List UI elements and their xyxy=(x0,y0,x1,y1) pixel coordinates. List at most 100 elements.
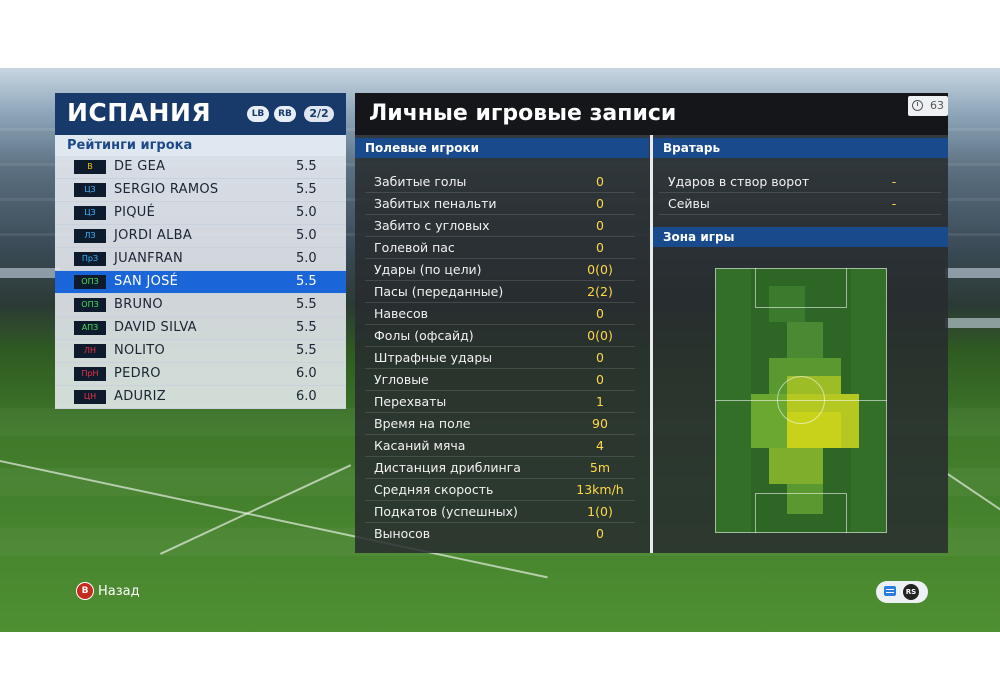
panel-divider xyxy=(650,135,653,553)
stat-label: Дистанция дриблинга xyxy=(374,460,521,475)
player-name: DAVID SILVA xyxy=(114,320,197,335)
position-badge: ОПЗ xyxy=(74,298,106,312)
player-rating: 6.0 xyxy=(296,366,317,381)
stat-row: Касаний мяча 4 xyxy=(365,435,635,457)
records-title: Личные игровые записи xyxy=(369,101,677,126)
stat-label: Забитых пенальти xyxy=(374,196,497,211)
player-name: SERGIO RAMOS xyxy=(114,182,219,197)
stat-row: Удары (по цели) 0(0) xyxy=(365,259,635,281)
stat-row: Перехваты 1 xyxy=(365,391,635,413)
stat-row: Выносов 0 xyxy=(365,523,635,544)
stat-value: 0 xyxy=(596,218,604,233)
gk-stat-label: Ударов в створ ворот xyxy=(668,174,810,189)
back-label: Назад xyxy=(98,584,140,599)
player-rating: 5.5 xyxy=(296,297,317,312)
stat-value: 0 xyxy=(596,306,604,321)
player-name: ADURIZ xyxy=(114,389,166,404)
player-rating: 5.5 xyxy=(296,159,317,174)
player-row-selected[interactable]: ОПЗ SAN JOSÉ 5.5 xyxy=(55,271,346,294)
clock-icon xyxy=(912,100,923,111)
stat-label: Время на поле xyxy=(374,416,471,431)
player-name: JUANFRAN xyxy=(114,251,183,266)
player-name: SAN JOSÉ xyxy=(114,274,179,289)
team-header: ИСПАНИЯ LB RB 2/2 xyxy=(55,93,346,135)
b-button-icon: B xyxy=(77,583,93,599)
stat-label: Голевой пас xyxy=(374,240,455,255)
stat-row: Забитых пенальти 0 xyxy=(365,193,635,215)
stat-label: Штрафные удары xyxy=(374,350,493,365)
player-rating: 5.5 xyxy=(296,182,317,197)
stat-value: 0 xyxy=(596,526,604,541)
position-badge: ЛЗ xyxy=(74,229,106,243)
stat-label: Фолы (офсайд) xyxy=(374,328,474,343)
stat-row: Подкатов (успешных) 1(0) xyxy=(365,501,635,523)
player-rating: 5.5 xyxy=(296,343,317,358)
position-badge: ЦЗ xyxy=(74,183,106,197)
position-badge: ПрН xyxy=(74,367,106,381)
stat-value: 0(0) xyxy=(587,262,613,277)
stat-row: Забито с угловых 0 xyxy=(365,215,635,237)
position-badge: В xyxy=(74,160,106,174)
stat-value: 0 xyxy=(596,240,604,255)
gk-stat-row: Сейвы - xyxy=(659,193,941,215)
stat-row: Дистанция дриблинга 5m xyxy=(365,457,635,479)
stat-row: Угловые 0 xyxy=(365,369,635,391)
stat-label: Средняя скорость xyxy=(374,482,494,497)
player-name: BRUNO xyxy=(114,297,163,312)
player-row[interactable]: ЛН NOLITO 5.5 xyxy=(55,340,346,363)
stat-value: 0 xyxy=(596,372,604,387)
match-records-panel: Личные игровые записи 63 Полевые игроки … xyxy=(355,93,948,553)
records-title-bar: Личные игровые записи 63 xyxy=(355,93,948,135)
stat-label: Перехваты xyxy=(374,394,447,409)
player-rating: 5.5 xyxy=(296,274,317,289)
chat-icon xyxy=(884,586,896,596)
ratings-header: Рейтинги игрока xyxy=(55,135,346,156)
stat-label: Угловые xyxy=(374,372,429,387)
player-list: В DE GEA 5.5 ЦЗ SERGIO RAMOS 5.5 ЦЗ PIQUÉ 5.0 … xyxy=(55,156,346,409)
position-badge: ЦЗ xyxy=(74,206,106,220)
position-badge: ЛН xyxy=(74,344,106,358)
stat-label: Пасы (переданные) xyxy=(374,284,504,299)
player-row[interactable]: ПрН PEDRO 6.0 xyxy=(55,363,346,386)
stat-value: 0 xyxy=(596,196,604,211)
player-name: PEDRO xyxy=(114,366,161,381)
position-badge: ПрЗ xyxy=(74,252,106,266)
chat-hint-button[interactable]: RS xyxy=(876,581,928,603)
player-row[interactable]: ЦН ADURIZ 6.0 xyxy=(55,386,346,409)
rb-button-hint[interactable]: RB xyxy=(274,106,296,122)
player-row[interactable]: АПЗ DAVID SILVA 5.5 xyxy=(55,317,346,340)
stat-row: Время на поле 90 xyxy=(365,413,635,435)
player-row[interactable]: ПрЗ JUANFRAN 5.0 xyxy=(55,248,346,271)
stat-row: Забитые голы 0 xyxy=(365,171,635,193)
team-name: ИСПАНИЯ xyxy=(67,98,212,127)
player-row[interactable]: ЛЗ JORDI ALBA 5.0 xyxy=(55,225,346,248)
player-name: PIQUÉ xyxy=(114,205,156,220)
stat-value: 2(2) xyxy=(587,284,613,299)
gk-stat-row: Ударов в створ ворот - xyxy=(659,171,941,193)
position-badge: АПЗ xyxy=(74,321,106,335)
stat-label: Удары (по цели) xyxy=(374,262,482,277)
position-badge: ЦН xyxy=(74,390,106,404)
stat-row: Фолы (офсайд) 0(0) xyxy=(365,325,635,347)
stat-label: Выносов xyxy=(374,526,431,541)
timer-value: 63 xyxy=(930,99,944,112)
stat-label: Забито с угловых xyxy=(374,218,490,233)
player-row[interactable]: ОПЗ BRUNO 5.5 xyxy=(55,294,346,317)
player-row[interactable]: ЦЗ SERGIO RAMOS 5.5 xyxy=(55,179,346,202)
stat-value: 13km/h xyxy=(576,482,624,497)
field-players-header: Полевые игроки xyxy=(355,138,649,158)
player-name: JORDI ALBA xyxy=(114,228,193,243)
stat-value: 5m xyxy=(589,460,611,475)
stat-label: Забитые голы xyxy=(374,174,467,189)
stat-row: Пасы (переданные) 2(2) xyxy=(365,281,635,303)
lb-button-hint[interactable]: LB xyxy=(247,106,269,122)
player-row[interactable]: ЦЗ PIQUÉ 5.0 xyxy=(55,202,346,225)
gk-stat-label: Сейвы xyxy=(668,196,710,211)
player-row[interactable]: В DE GEA 5.5 xyxy=(55,156,346,179)
player-ratings-panel: ИСПАНИЯ LB RB 2/2 Рейтинги игрока В DE GE… xyxy=(55,93,346,409)
stat-row: Штрафные удары 0 xyxy=(365,347,635,369)
stat-value: 0 xyxy=(596,174,604,189)
player-rating: 5.0 xyxy=(296,251,317,266)
page-indicator: 2/2 xyxy=(304,106,334,122)
gk-stat-value: - xyxy=(891,174,897,189)
